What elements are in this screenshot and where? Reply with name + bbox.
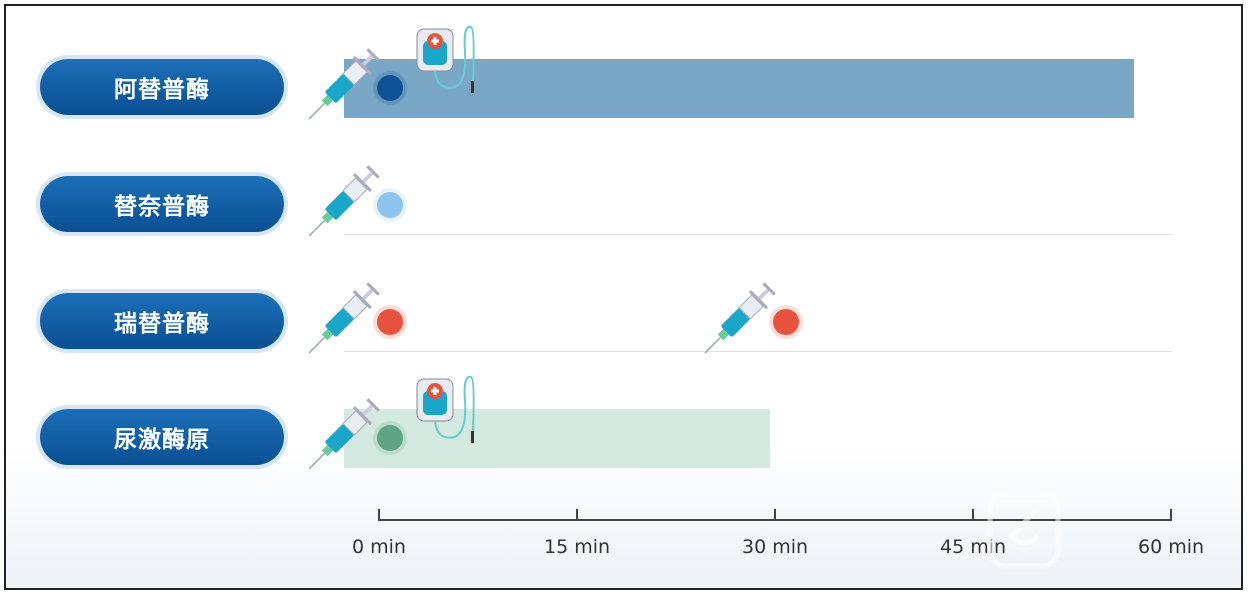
axis-tick — [1170, 509, 1172, 521]
axis-tick-label: 60 min — [1137, 536, 1205, 558]
drug-label-pill: 阿替普酶 — [40, 59, 284, 115]
syringe-icon — [691, 271, 787, 371]
syringe-icon — [295, 37, 391, 137]
axis-tick — [378, 509, 380, 521]
regimen-diagram: 阿替普酶 替奈普酶 瑞替普酶 尿激酶原 0 min 15 min 30 min 45 min… — [4, 4, 1243, 590]
infusion-bar — [344, 409, 770, 468]
syringe-icon — [295, 154, 391, 254]
syringe-icon — [295, 387, 391, 487]
bolus-dot — [377, 75, 403, 101]
drug-label-pill: 尿激酶原 — [40, 409, 284, 465]
axis-tick — [576, 509, 578, 521]
axis-tick-label: 15 min — [543, 536, 611, 558]
axis-tick — [774, 509, 776, 521]
drug-name: 替奈普酶 — [114, 194, 210, 220]
drug-name: 尿激酶原 — [114, 427, 210, 453]
infusion-bar — [344, 59, 1134, 118]
bolus-dot — [377, 192, 403, 218]
drug-name: 阿替普酶 — [114, 77, 210, 103]
drug-name: 瑞替普酶 — [114, 311, 210, 337]
bolus-dot — [377, 425, 403, 451]
syringe-icon — [295, 271, 391, 371]
bolus-dot — [773, 309, 799, 335]
watermark-logo — [986, 490, 1216, 574]
timeline-line — [344, 234, 1172, 235]
axis-tick-label: 30 min — [741, 536, 809, 558]
timeline-line — [344, 351, 1172, 352]
axis-tick — [972, 509, 974, 521]
drug-label-pill: 瑞替普酶 — [40, 293, 284, 349]
drug-label-pill: 替奈普酶 — [40, 176, 284, 232]
axis-tick-label: 0 min — [352, 536, 406, 558]
bolus-dot — [377, 309, 403, 335]
iv-bag-icon — [415, 371, 479, 455]
iv-bag-icon — [415, 21, 479, 105]
